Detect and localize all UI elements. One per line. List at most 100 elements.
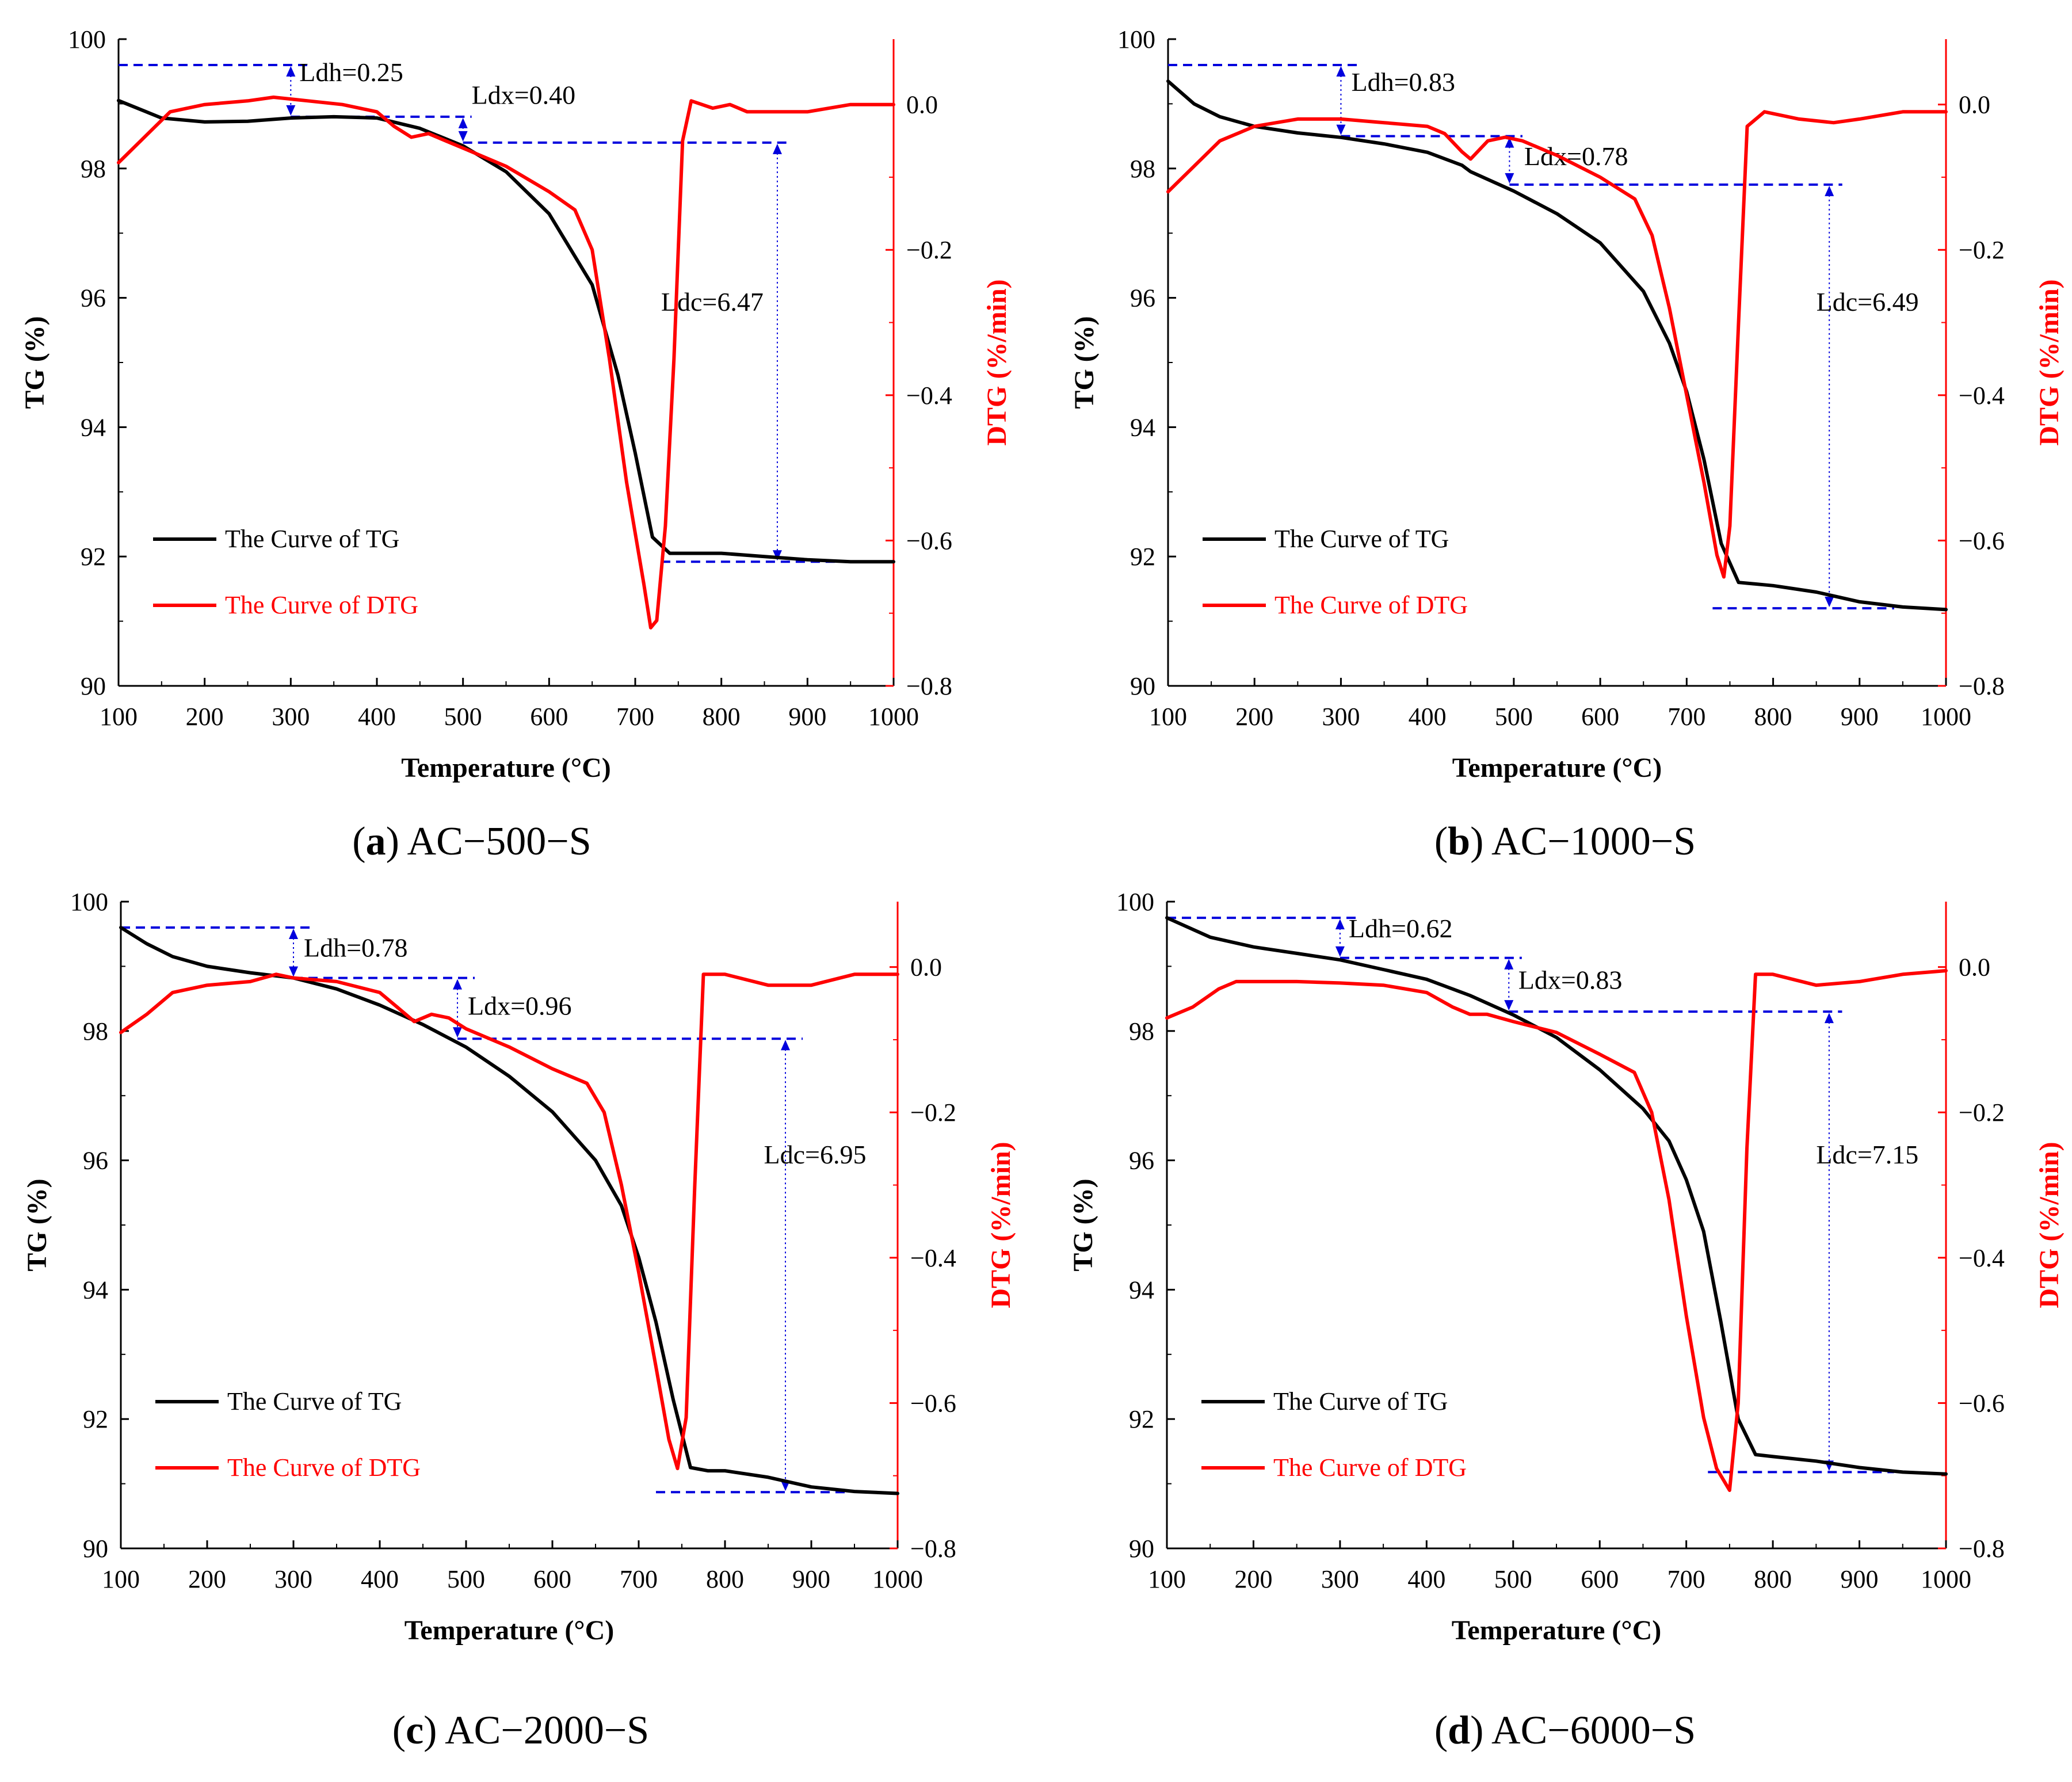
y-left-tick-label: 90 [83, 1535, 108, 1563]
y-right-tick-label: −0.6 [910, 1389, 956, 1417]
y-right-tick-label: −0.8 [1959, 672, 2005, 700]
x-tick-label: 1000 [868, 703, 919, 731]
ldc-label: Ldc=7.15 [1816, 1140, 1918, 1169]
x-tick-label: 500 [1494, 1565, 1532, 1593]
y-right-tick-label: −0.2 [906, 236, 952, 264]
x-tick-label: 100 [1148, 1565, 1186, 1593]
legend-dtg-label: The Curve of DTG [1275, 591, 1468, 619]
y-right-tick-label: −0.4 [910, 1244, 956, 1272]
x-axis-title: Temperature (°C) [1452, 1615, 1661, 1646]
y-left-axis-title: TG (%) [1068, 1178, 1098, 1271]
ldx-arrow-down [458, 131, 468, 142]
x-tick-label: 500 [1495, 703, 1533, 731]
x-tick-label: 800 [1754, 1565, 1792, 1593]
ldh-label: Ldh=0.62 [1349, 914, 1453, 943]
ldh-arrow-up [289, 928, 298, 939]
y-left-tick-label: 92 [81, 543, 106, 571]
ldc-arrow-down [772, 550, 782, 561]
ldx-arrow-up [1505, 137, 1514, 148]
y-left-tick-label: 90 [1130, 672, 1155, 700]
ldh-arrow-down [289, 966, 298, 977]
dtg-series-line [119, 972, 899, 1471]
ldc-arrow-up [1824, 1013, 1834, 1024]
dtg-series-line [1166, 110, 1948, 579]
x-tick-label: 300 [1321, 1565, 1359, 1593]
mass-loss-annotations: Ldh=0.62 Ldx=0.83 Ldc=7.15 [1167, 914, 1918, 1474]
legend-dtg-label: The Curve of DTG [225, 591, 418, 619]
x-tick-label: 300 [1322, 703, 1360, 731]
y-left-tick-label: 96 [1130, 284, 1155, 312]
y-left-tick-label: 94 [1129, 1276, 1154, 1304]
x-tick-label: 400 [1409, 703, 1447, 731]
y-left-tick-label: 94 [83, 1276, 108, 1304]
chart-panel-b: 100 200 300 400 500 600 700 800 900 1000 90 92 94 96 9… [1069, 25, 2065, 864]
legend-tg-label: The Curve of TG [1275, 525, 1449, 553]
legend-tg-label: The Curve of TG [225, 525, 399, 553]
tg-series-line [1165, 916, 1948, 1476]
chart-panel-a: 100 200 300 400 500 600 700 800 900 1000 90 92 94 96 9… [20, 25, 1012, 864]
y-left-tick-label: 98 [81, 155, 106, 183]
x-tick-label: 700 [1667, 1565, 1705, 1593]
x-tick-label: 800 [706, 1565, 744, 1593]
legend: The Curve of TG The Curve of DTG [153, 525, 418, 619]
x-tick-label: 300 [274, 1565, 312, 1593]
y-left-tick-label: 100 [68, 25, 106, 54]
x-tick-label: 400 [361, 1565, 399, 1593]
ldx-label: Ldx=0.96 [468, 991, 572, 1021]
ldh-arrow-up [286, 66, 296, 77]
tg-series-line [1166, 79, 1948, 612]
chart-panel-c: 100 200 300 400 500 600 700 800 900 1000 90 92 94 96 9… [22, 888, 1016, 1753]
x-tick-label: 600 [530, 703, 568, 731]
x-tick-label: 1000 [1921, 703, 1971, 731]
y-right-tick-label: −0.8 [906, 672, 952, 700]
ldx-arrow-down [1504, 1000, 1514, 1011]
x-tick-label: 100 [1149, 703, 1187, 731]
x-tick-label: 300 [272, 703, 310, 731]
x-tick-label: 800 [1754, 703, 1792, 731]
ldh-arrow-down [1336, 124, 1346, 135]
y-right-tick-label: 0.0 [910, 953, 942, 982]
ldc-arrow-up [772, 143, 782, 154]
dtg-series-line [1165, 969, 1948, 1492]
legend-tg-label: The Curve of TG [227, 1387, 402, 1415]
y-left-tick-label: 94 [81, 413, 106, 441]
y-left-axis-title: TG (%) [22, 1178, 52, 1271]
x-tick-label: 900 [788, 703, 826, 731]
ldh-arrow-up [1335, 919, 1345, 930]
x-tick-label: 100 [100, 703, 138, 731]
y-left-tick-label: 94 [1130, 413, 1155, 441]
x-tick-label: 500 [444, 703, 482, 731]
y-right-tick-label: 0.0 [906, 91, 938, 119]
x-tick-label: 400 [358, 703, 396, 731]
x-tick-label: 900 [1841, 1565, 1879, 1593]
y-left-tick-label: 92 [1129, 1405, 1154, 1433]
y-right-tick-label: −0.6 [1959, 1389, 2005, 1417]
legend: The Curve of TG The Curve of DTG [1203, 525, 1468, 619]
y-left-tick-label: 96 [83, 1147, 108, 1175]
mass-loss-annotations: Ldh=0.78 Ldx=0.96 Ldc=6.95 [121, 926, 867, 1494]
y-left-tick-label: 96 [81, 284, 106, 312]
x-tick-label: 200 [1235, 703, 1273, 731]
ldx-arrow-down [453, 1027, 462, 1038]
ldc-label: Ldc=6.95 [764, 1140, 867, 1169]
dtg-series-line [117, 96, 895, 629]
legend: The Curve of TG The Curve of DTG [1201, 1387, 1467, 1482]
y-right-tick-label: −0.8 [1959, 1535, 2005, 1563]
tg-series-line [119, 926, 899, 1495]
x-tick-label: 400 [1407, 1565, 1445, 1593]
y-right-tick-label: 0.0 [1959, 91, 1990, 119]
y-right-tick-label: −0.6 [906, 526, 952, 555]
ldx-arrow-down [1505, 173, 1514, 184]
panel-caption: (d) AC−6000−S [1434, 1708, 1696, 1753]
ldc-arrow-up [781, 1040, 790, 1051]
y-left-tick-label: 96 [1129, 1147, 1154, 1175]
ldx-arrow-up [453, 979, 462, 990]
ldh-arrow-down [1335, 946, 1345, 957]
ldc-arrow-up [1825, 185, 1834, 196]
y-left-axis-title: TG (%) [20, 316, 50, 409]
y-left-tick-label: 100 [70, 888, 108, 916]
y-right-axis-title: DTG (%/min) [2034, 279, 2065, 445]
ldh-label: Ldh=0.78 [304, 933, 408, 963]
